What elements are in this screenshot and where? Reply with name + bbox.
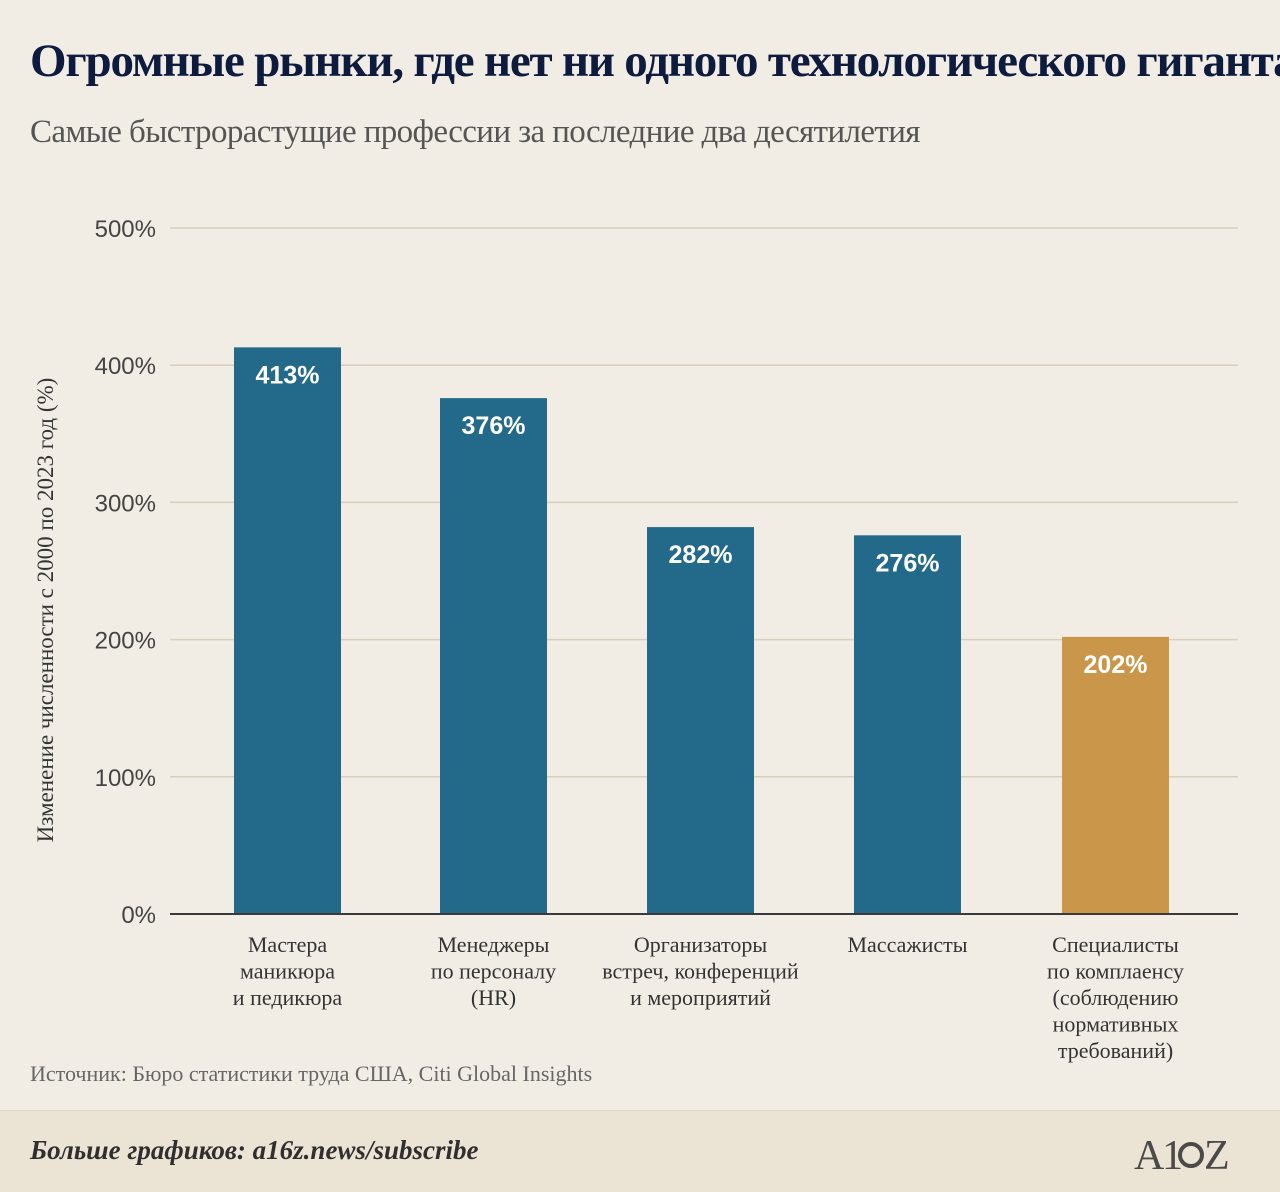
bars [234,347,1169,914]
y-axis-label: Изменение численности с 2000 по 2023 год… [33,378,58,843]
x-category-label: Организаторы [634,932,767,957]
x-category-label: нормативных [1053,1012,1179,1037]
x-category-label: Массажисты [847,932,967,957]
y-tick-label: 0% [121,902,156,929]
bar-chart: 0% 100% 200% 300% 400% 500% 413% 376% 282% 276% 2… [33,216,1238,1063]
svg-text:Z: Z [1204,1133,1230,1177]
svg-text:1: 1 [1162,1133,1183,1177]
x-category-label: Специалисты [1052,932,1179,957]
subscribe-link[interactable]: Больше графиков: a16z.news/subscribe [30,1135,479,1165]
y-tick-label: 200% [95,628,156,655]
source-note: Источник: Бюро статистики труда США, Cit… [30,1061,593,1086]
bar-value-label: 376% [462,412,526,440]
x-category-label: и мероприятий [630,985,771,1010]
bar-value-label: 202% [1084,651,1148,679]
footer: Больше графиков: a16z.news/subscribe A 1… [0,1110,1280,1192]
y-tick-labels: 0% 100% 200% 300% 400% 500% [95,216,156,929]
x-category-label: (соблюдению [1053,985,1179,1010]
svg-text:A: A [1134,1133,1165,1177]
chart-title: Огромные рынки, где нет ни одного технол… [30,35,1280,87]
bar [1062,636,1169,914]
bar [854,535,961,914]
bar-value-label: 282% [669,541,733,569]
a16z-logo-icon: A 1 Z [1134,1133,1230,1177]
bar [234,347,341,914]
bar [647,527,754,914]
x-category-label: по персоналу [431,959,556,984]
chart-subtitle: Самые быстрорастущие профессии за послед… [30,114,920,150]
y-tick-label: 100% [95,765,156,792]
x-category-label: встреч, конференций [602,959,799,984]
y-tick-label: 300% [95,490,156,517]
x-category-label: по комплаенсу [1047,959,1184,984]
bar-value-label: 413% [256,361,320,389]
x-category-label: Менеджеры [438,932,550,957]
y-tick-label: 500% [95,216,156,243]
x-category-label: и педикюра [233,985,343,1010]
bar [440,398,547,914]
bar-value-label: 276% [876,549,940,577]
x-category-label: Мастера [248,932,327,957]
x-category-label: (HR) [471,985,516,1010]
bar-value-labels: 413% 376% 282% 276% 202% [256,361,1148,678]
y-tick-label: 400% [95,353,156,380]
x-category-label: требований) [1058,1038,1173,1063]
x-category-label: маникюра [240,959,335,984]
